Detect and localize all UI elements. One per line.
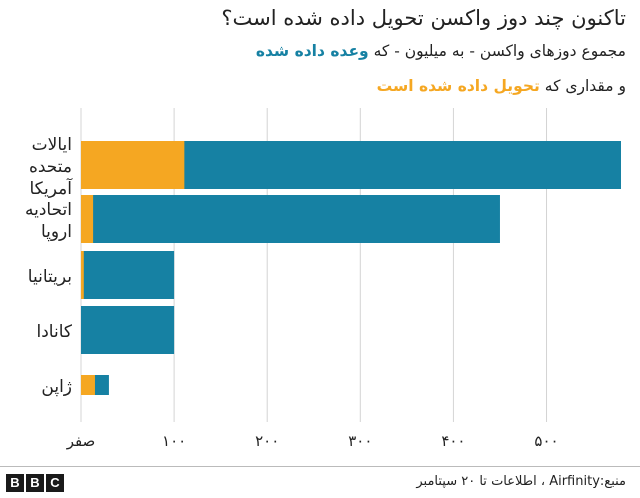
category-label: بریتانیا xyxy=(28,267,72,287)
footer-divider xyxy=(0,466,640,467)
chart-subtitle-line-2: و مقداری که تحویل داده شده است xyxy=(377,77,626,95)
bar-delivered xyxy=(81,251,84,299)
category-label: متحده xyxy=(29,157,72,177)
bbc-logo-letter: B xyxy=(6,474,24,492)
bbc-logo: B B C xyxy=(6,474,64,492)
category-label: آمریکا xyxy=(29,177,73,199)
bar-promised xyxy=(81,306,175,354)
bar-delivered xyxy=(81,195,94,243)
chart-title: تاکنون چند دوز واکسن تحویل داده شده است؟ xyxy=(221,6,626,30)
bar-promised xyxy=(81,251,175,299)
x-tick-label: صفر xyxy=(66,432,96,450)
x-tick-label: ۲۰۰ xyxy=(255,432,279,450)
x-tick-label: ۱۰۰ xyxy=(162,432,186,450)
category-label: اتحادیه xyxy=(25,200,72,220)
x-tick-label: ۵۰۰ xyxy=(534,432,558,450)
category-label: کانادا xyxy=(37,322,73,342)
chart-subtitle-line-1: مجموع دوزهای واکسن - به میلیون - که وعده… xyxy=(256,42,626,60)
bar-delivered xyxy=(81,141,185,189)
bbc-logo-letter: B xyxy=(26,474,44,492)
x-tick-label: ۴۰۰ xyxy=(441,432,465,450)
bar-chart: صفر ۱۰۰ ۲۰۰ ۳۰۰ ۴۰۰ ۵۰۰ ایالاتمتحدهآمریکااتحاد… xyxy=(25,108,621,450)
subtitle-text-1: مجموع دوزهای واکسن - به میلیون - که xyxy=(368,42,626,60)
bbc-logo-letter: C xyxy=(46,474,64,492)
category-label: ایالات xyxy=(32,135,72,155)
legend-promised: وعده داده شده xyxy=(255,42,369,60)
category-label: ژاپن xyxy=(41,377,72,397)
category-label: اروپا xyxy=(41,222,72,242)
source-note: منبع:Airfinity ، اطلاعات تا ۲۰ سپتامبر xyxy=(416,474,626,489)
bar-promised xyxy=(81,195,500,243)
subtitle-text-2: و مقداری که xyxy=(539,77,626,95)
legend-delivered: تحویل داده شده است xyxy=(376,77,540,95)
x-tick-label: ۳۰۰ xyxy=(348,432,372,450)
bar-delivered xyxy=(81,375,95,395)
